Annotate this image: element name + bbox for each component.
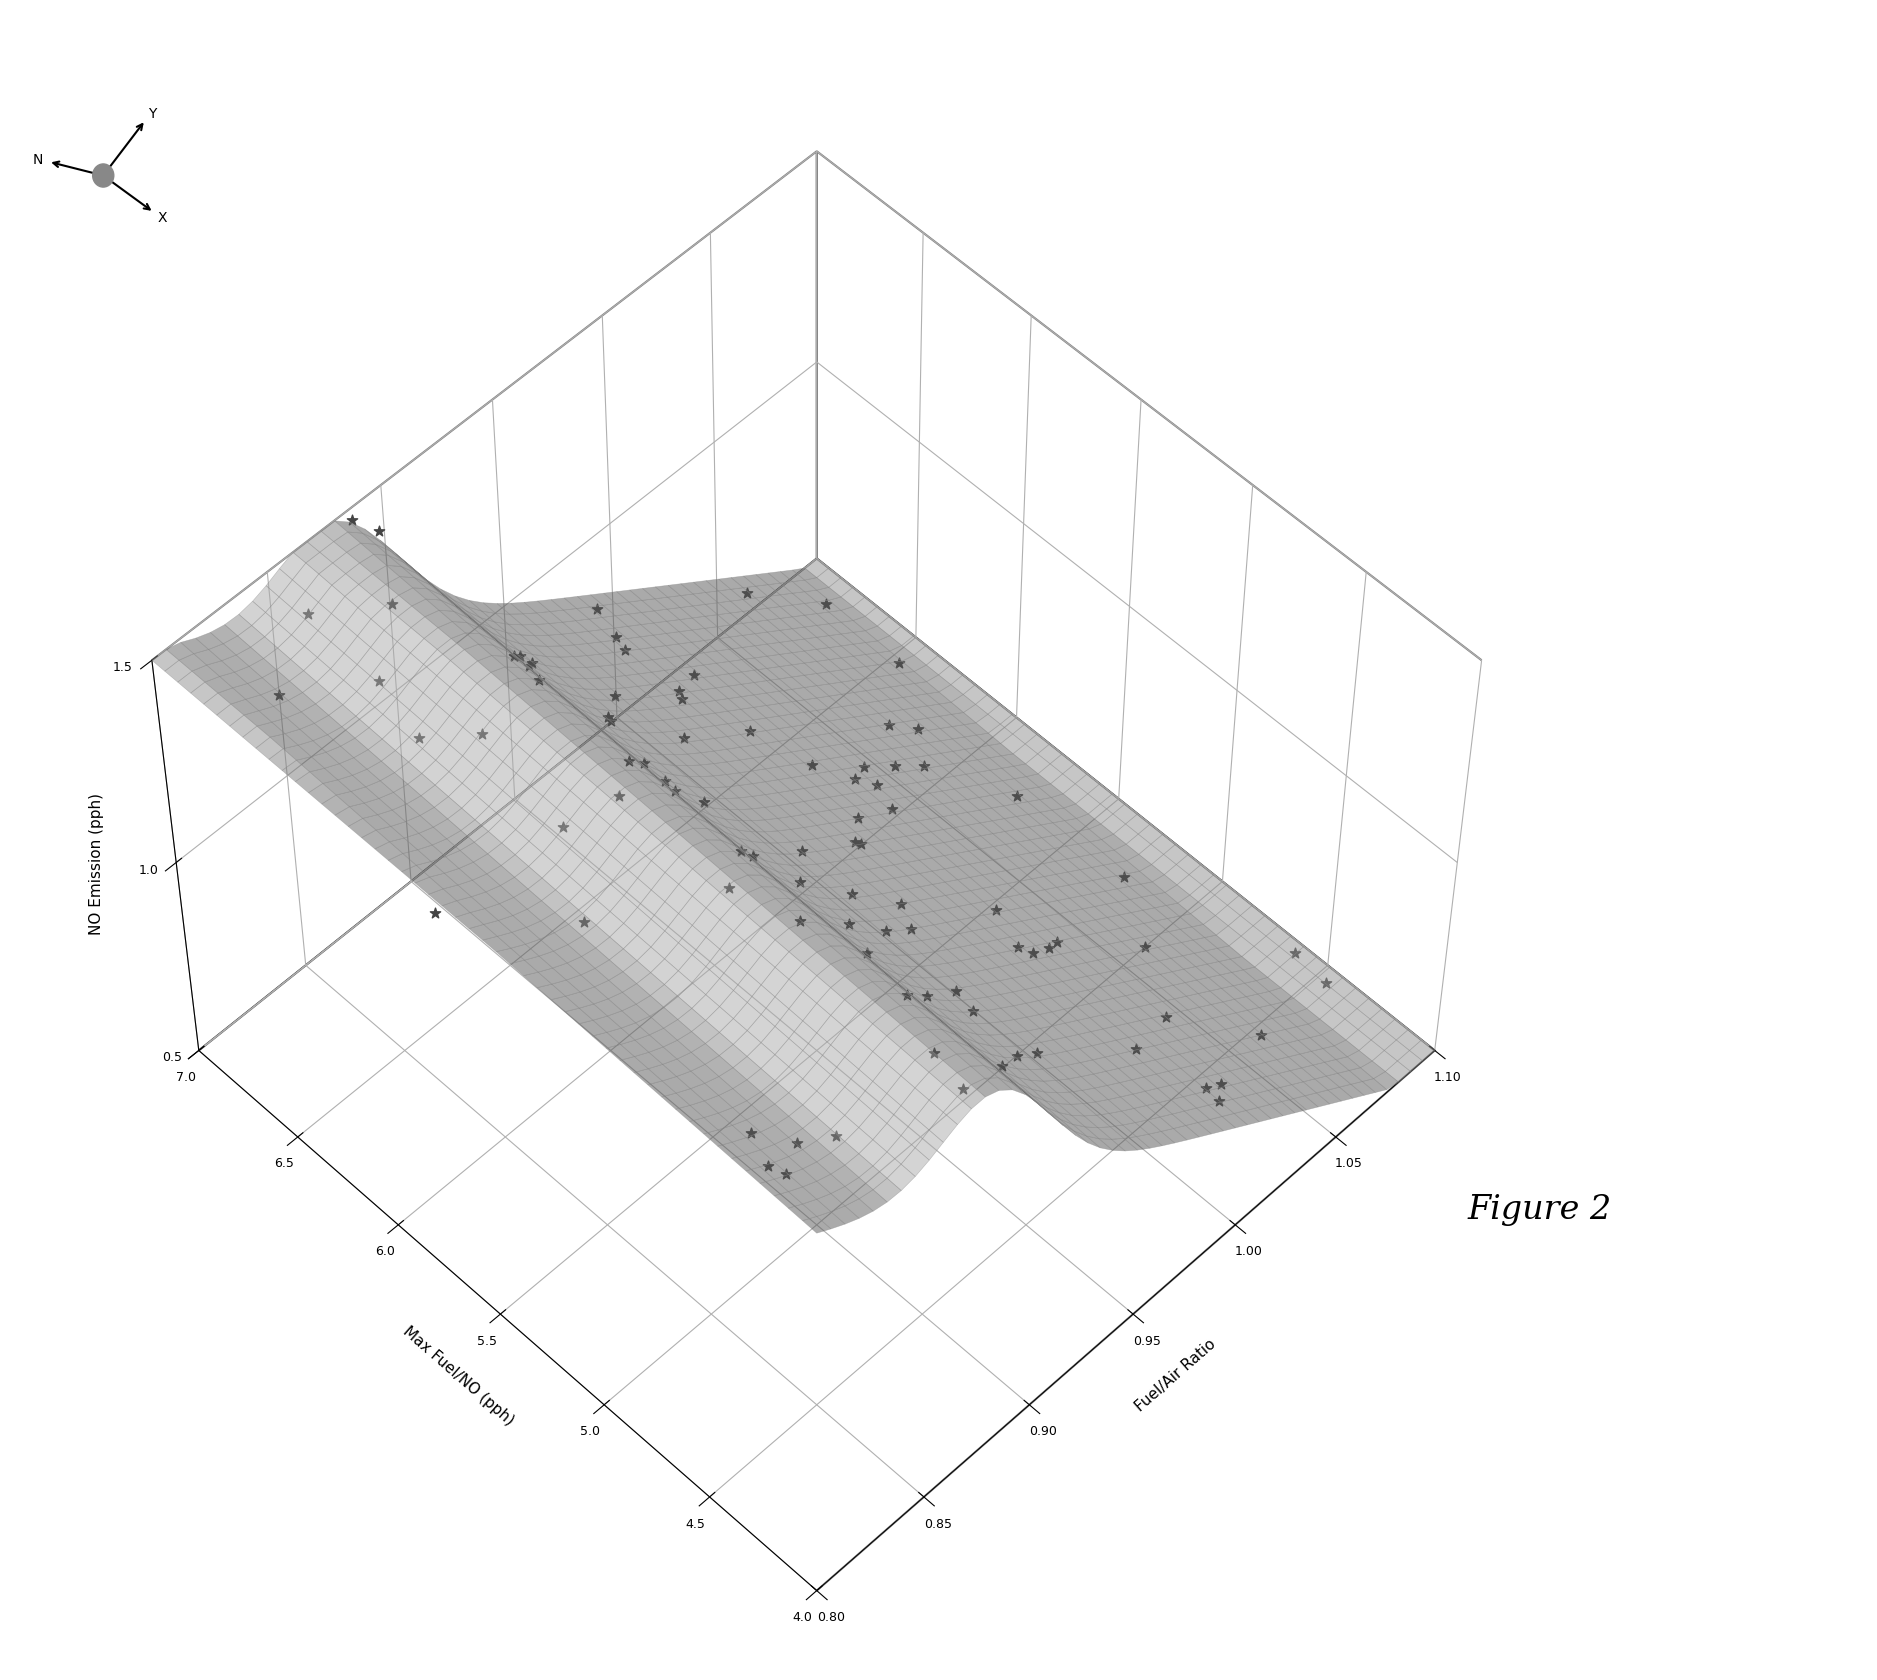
Y-axis label: Max Fuel/NO (pph): Max Fuel/NO (pph) bbox=[400, 1322, 516, 1428]
Text: N: N bbox=[32, 153, 43, 168]
Circle shape bbox=[92, 165, 114, 188]
X-axis label: Fuel/Air Ratio: Fuel/Air Ratio bbox=[1132, 1336, 1218, 1415]
Text: Figure 2: Figure 2 bbox=[1468, 1193, 1610, 1226]
Text: Y: Y bbox=[148, 108, 156, 121]
Text: X: X bbox=[158, 212, 167, 225]
